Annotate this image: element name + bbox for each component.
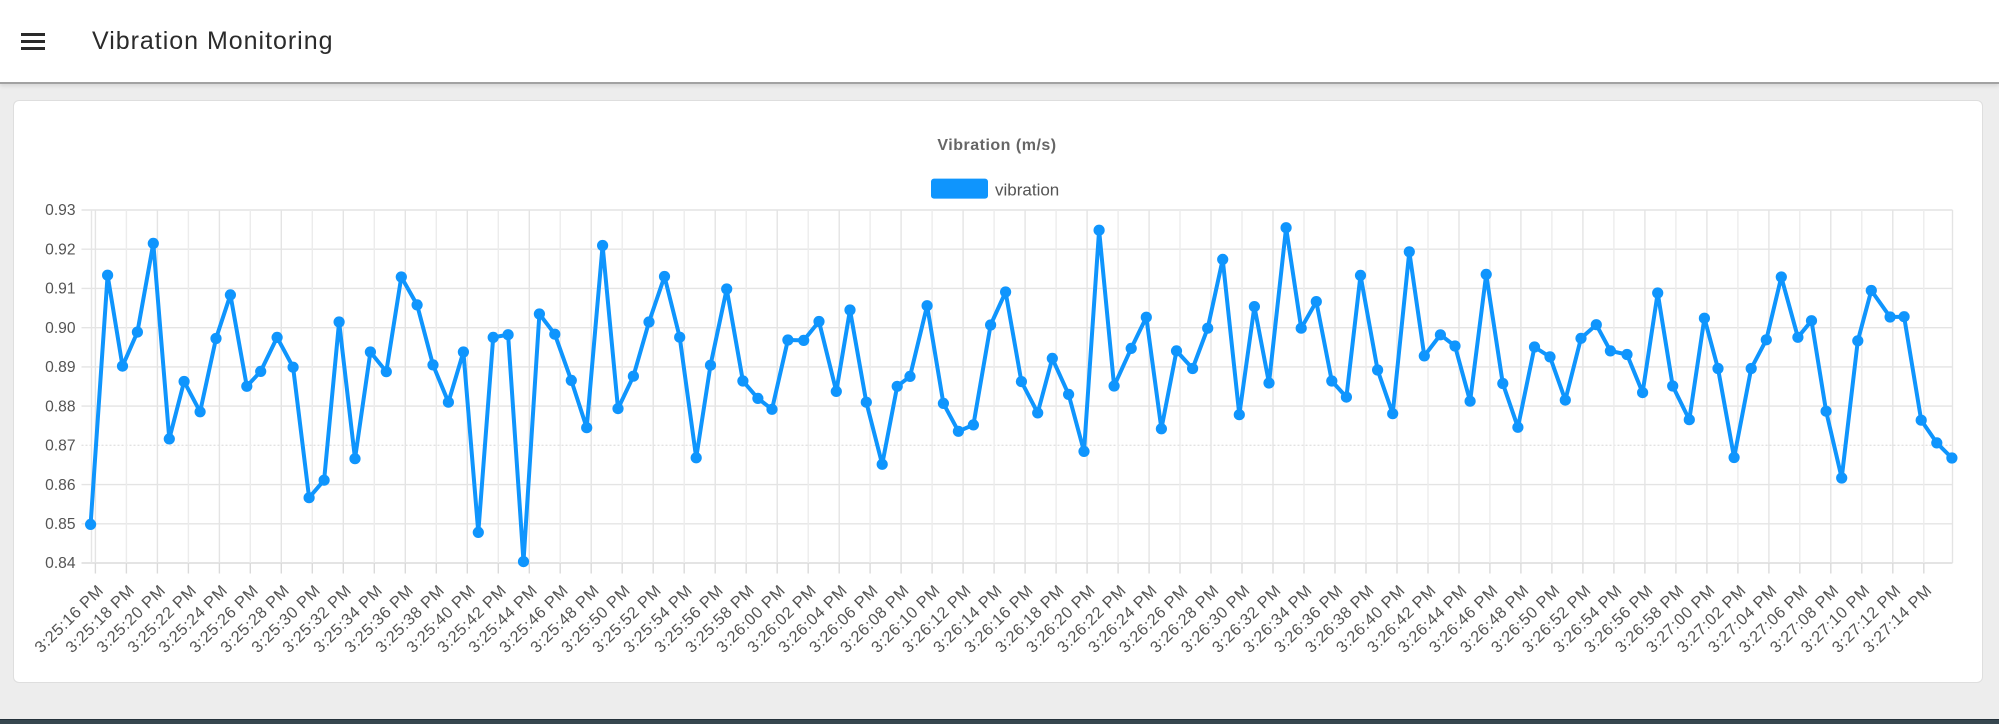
svg-text:0.92: 0.92 <box>45 241 75 258</box>
svg-text:Vibration (m/s): Vibration (m/s) <box>937 137 1056 154</box>
svg-text:0.86: 0.86 <box>45 477 75 494</box>
svg-text:0.89: 0.89 <box>45 359 75 376</box>
svg-text:0.84: 0.84 <box>45 555 76 572</box>
svg-text:Vibration Monitoring: Vibration Monitoring <box>92 27 334 55</box>
svg-text:0.88: 0.88 <box>45 398 75 415</box>
svg-text:0.90: 0.90 <box>45 320 76 337</box>
svg-text:vibration: vibration <box>995 180 1059 199</box>
svg-text:0.93: 0.93 <box>45 202 75 219</box>
svg-text:0.91: 0.91 <box>45 281 75 298</box>
svg-text:0.87: 0.87 <box>45 438 75 455</box>
svg-text:0.85: 0.85 <box>45 516 76 533</box>
